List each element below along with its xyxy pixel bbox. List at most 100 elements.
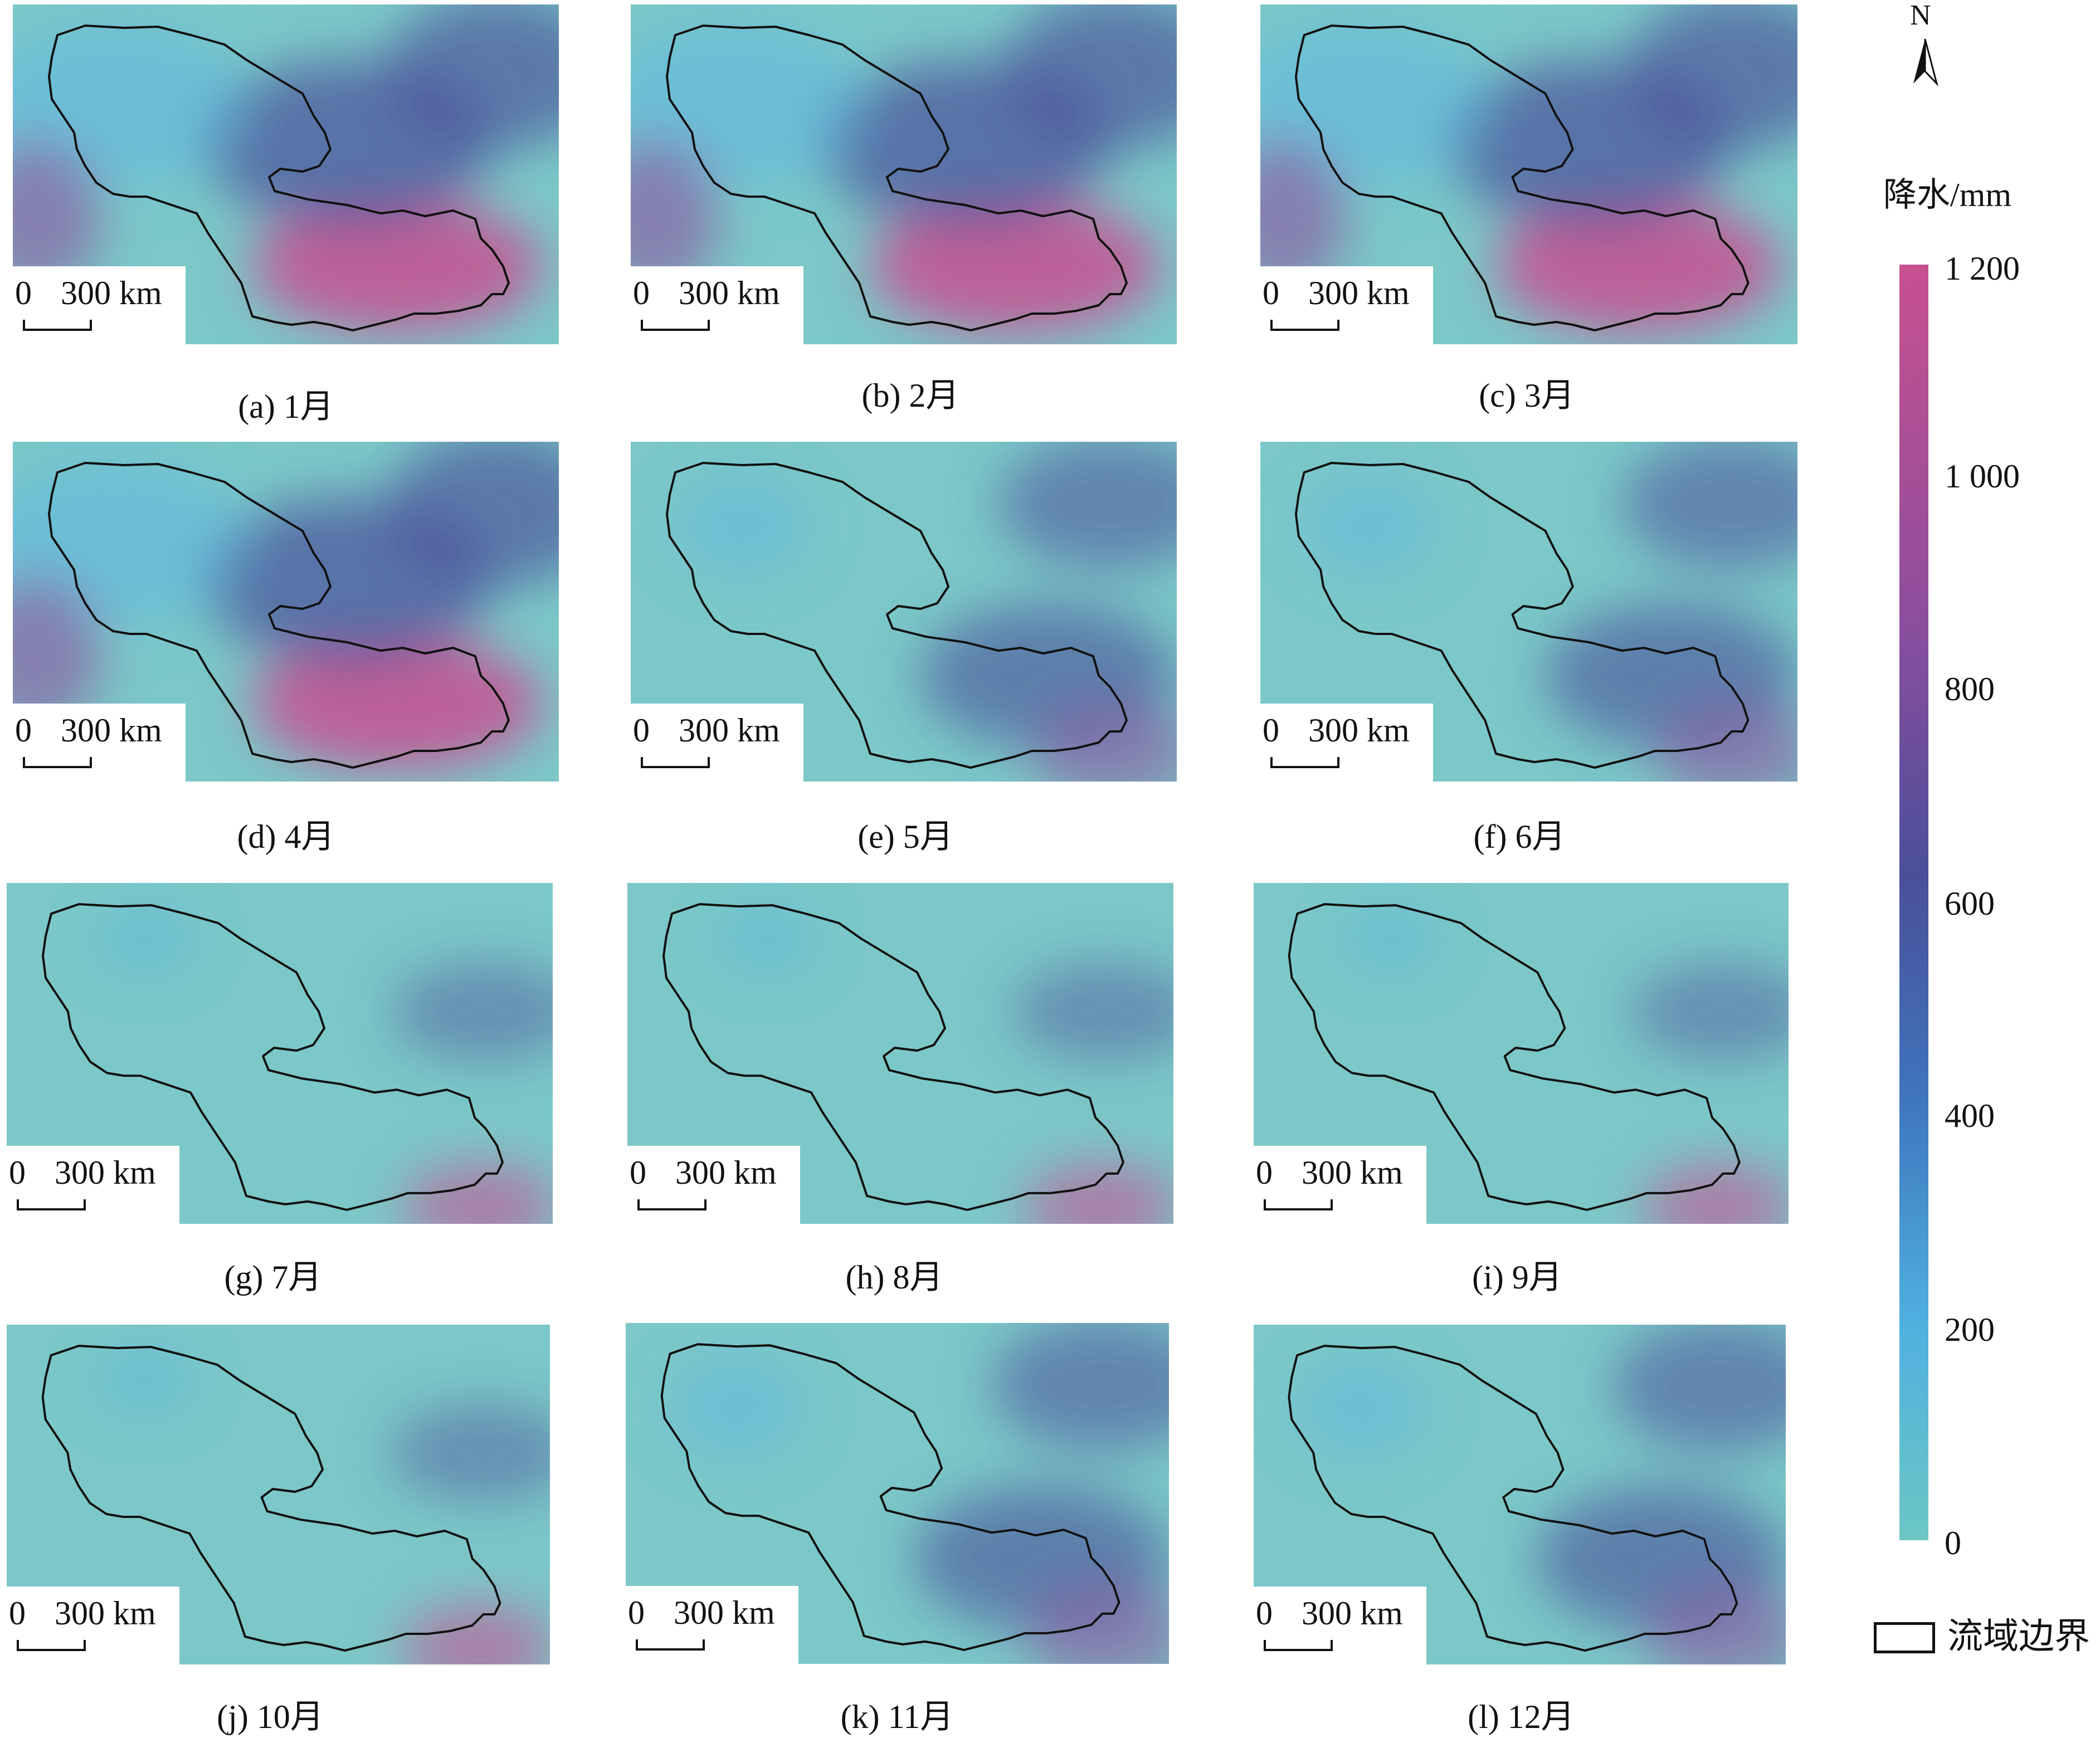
precipitation-area (870, 199, 1160, 333)
scale-distance-label: 300 km (55, 1595, 156, 1632)
scale-bar: 0 300 km (627, 1146, 800, 1224)
basin-boundary (48, 462, 510, 769)
basin-boundary (662, 903, 1124, 1211)
precipitation-area (1025, 1585, 1169, 1664)
basin-boundary (1294, 25, 1750, 331)
scale-distance-label: 300 km (55, 1154, 156, 1191)
precipitation-area (1297, 1358, 1427, 1458)
scale-bar: 0 300 km (1260, 704, 1433, 782)
map-image (631, 4, 1177, 333)
scale-zero-label: 0 (1256, 1154, 1273, 1191)
precipitation-area (13, 575, 102, 731)
scale-zero-label: 0 (9, 1154, 26, 1191)
scale-distance-label: 300 km (61, 275, 162, 311)
precipitation-area (1628, 4, 1797, 149)
scale-bar: 0 300 km (7, 1586, 179, 1664)
map-image (666, 442, 1177, 782)
legend-tick: 400 (1945, 1097, 1995, 1134)
precipitation-area (13, 458, 247, 626)
scale-zero-label: 0 (1263, 275, 1279, 311)
precipitation-area (670, 1356, 803, 1457)
scale-zero-label: 0 (628, 1594, 645, 1631)
scale-zero-label: 0 (15, 712, 32, 749)
scale-zero-label: 0 (9, 1595, 26, 1632)
caption-sep: (i) 9月 (1472, 1259, 1562, 1296)
legend-tick: 200 (1945, 1311, 1995, 1348)
basin-boundary (666, 462, 1128, 769)
precipitation-area (1655, 704, 1797, 782)
scale-zero-label: 0 (1263, 712, 1279, 749)
map-panel-dec: 0 300 km (1254, 1325, 1786, 1664)
scale-bar-line (1270, 757, 1339, 768)
caption-jul: (g) 7月 (224, 1259, 322, 1296)
scale-distance-label: 300 km (61, 712, 162, 749)
map-image (662, 903, 1173, 1224)
precipitation-area (1260, 21, 1491, 188)
precipitation-area (1023, 1162, 1173, 1224)
caption-jun: (f) 6月 (1473, 818, 1566, 855)
map-panel-apr: 0 300 km (13, 442, 559, 782)
caption-feb: (b) 2月 (861, 377, 959, 414)
legend-tick: 600 (1945, 885, 1995, 922)
scale-zero-label: 0 (1256, 1595, 1273, 1632)
precipitation-area (631, 21, 865, 188)
basin-boundary (666, 25, 1128, 331)
precipitation-area (252, 199, 542, 333)
precipitation-area (1260, 138, 1348, 294)
caption-jan: (a) 1月 (238, 388, 334, 425)
map-image (13, 4, 559, 333)
precipitation-area (1012, 961, 1173, 1062)
basin-boundary (1294, 462, 1750, 769)
precipitation-area (1630, 961, 1789, 1062)
basin-boundary (41, 1345, 501, 1652)
scale-bar-line (17, 1199, 86, 1210)
scale-bar-line (637, 1199, 707, 1210)
scale-bar-line (641, 320, 710, 331)
scale-bar: 0 300 km (626, 1586, 798, 1664)
precipitation-area (252, 637, 542, 770)
legend-tick: 1 000 (1945, 458, 2020, 495)
map-image (41, 1345, 550, 1664)
precipitation-area (96, 905, 196, 973)
caption-nov: (k) 11月 (840, 1698, 954, 1735)
precipitation-area (389, 1403, 550, 1503)
basin-boundary (48, 25, 510, 331)
caption-oct: (j) 10月 (217, 1698, 324, 1735)
precipitation-area (400, 1603, 550, 1664)
map-panel-oct: 0 300 km (7, 1325, 550, 1664)
precipitation-area (1612, 1325, 1786, 1453)
map-image (660, 1323, 1169, 1664)
scale-bar: 0 300 km (7, 1146, 179, 1224)
precipitation-area (631, 138, 720, 294)
basin-boundary (1288, 903, 1741, 1211)
precipitation-area (1495, 199, 1781, 333)
scale-bar: 0 300 km (1254, 1586, 1426, 1664)
scale-distance-label: 300 km (675, 1154, 777, 1191)
map-panel-aug: 0 300 km (627, 883, 1173, 1224)
scale-distance-label: 300 km (1302, 1595, 1403, 1632)
precipitation-colorbar (1899, 265, 1928, 1540)
map-panel-jan: 0 300 km (13, 4, 559, 344)
precipitation-area (402, 1162, 553, 1224)
legend-tick: 1 200 (1945, 250, 2020, 287)
map-panel-sep: 0 300 km (1254, 883, 1789, 1224)
scale-bar: 0 300 km (1260, 266, 1433, 344)
scale-bar-line (1264, 1199, 1333, 1210)
precipitation-area (1004, 4, 1177, 149)
precipitation-area (13, 21, 247, 188)
scale-bar: 0 300 km (1254, 1146, 1426, 1224)
scale-bar-line (23, 320, 92, 331)
scale-zero-label: 0 (633, 712, 650, 749)
scale-bar: 0 300 km (631, 704, 803, 782)
precipitation-area (386, 442, 559, 587)
scale-distance-label: 300 km (674, 1594, 775, 1631)
precipitation-area (95, 1347, 196, 1414)
precipitation-area (1622, 442, 1797, 570)
scale-distance-label: 300 km (1308, 712, 1410, 749)
map-image (42, 903, 553, 1224)
scale-bar-line (636, 1639, 705, 1651)
scale-bar: 0 300 km (13, 704, 186, 782)
caption-apr: (d) 4月 (237, 818, 335, 855)
precipitation-area (717, 905, 817, 973)
precipitation-area (1032, 704, 1177, 782)
